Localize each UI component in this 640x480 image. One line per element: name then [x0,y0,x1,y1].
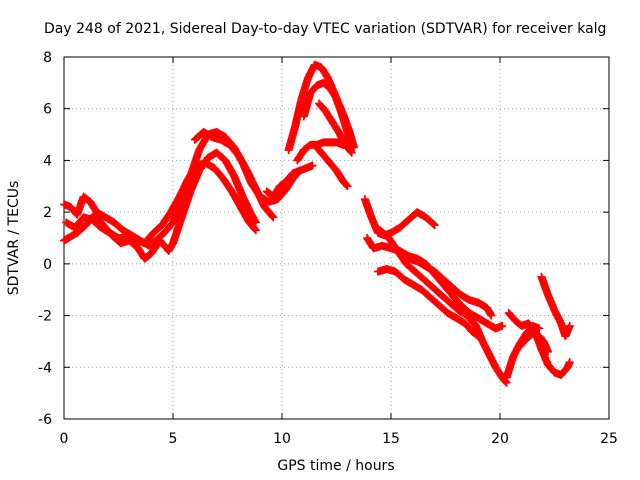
data-point [473,331,482,340]
x-tick-label: 25 [600,431,618,447]
data-point [251,226,260,235]
data-point [250,225,259,234]
data-points [60,60,574,387]
data-point [308,161,317,170]
y-tick-label: 2 [43,205,52,221]
series-s11 [363,234,507,333]
grid [64,57,609,419]
data-point [474,332,483,341]
data-point [251,218,260,227]
x-axis-label: GPS time / hours [277,458,394,474]
series-s9 [312,143,352,191]
data-point [487,311,496,320]
x-tick-labels: 0 5 10 15 20 25 [60,431,618,447]
y-tick-label: 0 [43,257,52,273]
series-s12 [376,226,511,387]
series-s3 [60,148,260,263]
axis-ticks [63,56,610,420]
y-tick-labels: -6 -4 -2 0 2 4 6 8 [38,50,52,428]
y-tick-label: -2 [38,309,52,325]
y-tick-label: 4 [43,153,52,169]
data-point [346,147,355,156]
series-s18 [515,329,552,356]
series-s19 [262,166,304,201]
data-point [543,347,552,356]
x-tick-label: 10 [273,431,291,447]
data-point [295,166,304,175]
data-point [430,221,439,230]
y-axis-label: SDTVAR / TECUs [6,181,22,296]
series-s8 [315,99,356,157]
y-tick-label: -6 [38,412,52,428]
data-point [268,212,277,221]
data-point [342,181,351,190]
x-tick-label: 5 [169,431,178,447]
x-tick-label: 15 [382,431,400,447]
data-point [498,321,507,330]
series-s14 [404,254,496,320]
data-point [501,377,510,386]
series-s13 [373,265,483,341]
series-s17 [537,272,574,341]
data-point [565,321,574,330]
data-point [347,148,356,157]
y-tick-label: -4 [38,360,52,376]
series-s4 [190,127,278,222]
chart-title: Day 248 of 2021, Sidereal Day-to-day VTE… [44,21,606,37]
data-point [535,324,544,333]
y-tick-label: 8 [43,50,52,66]
data-point [343,182,352,191]
data-point [429,220,438,229]
x-tick-label: 0 [60,431,69,447]
y-tick-label: 6 [43,102,52,118]
x-tick-label: 20 [491,431,509,447]
data-point [565,358,574,367]
data-point [269,213,278,222]
